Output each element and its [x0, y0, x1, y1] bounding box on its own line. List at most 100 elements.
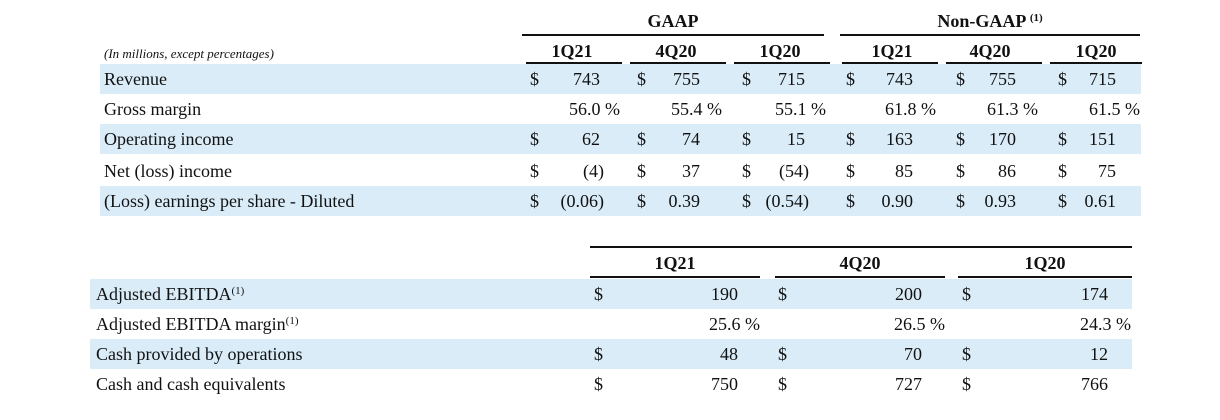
table-cell: 86	[998, 161, 1016, 181]
table-cell: 55.1 %	[775, 99, 826, 119]
currency-symbol: $	[778, 284, 787, 304]
currency-symbol: $	[594, 374, 603, 394]
period-rule	[842, 62, 938, 64]
group-header-non-gaap: Non-GAAP (1)	[937, 11, 1043, 31]
table-cell: 750	[711, 374, 738, 394]
group-rule-gaap	[522, 34, 824, 36]
currency-symbol: $	[962, 284, 971, 304]
table-cell: 56.0 %	[569, 99, 620, 119]
period-header: 1Q20	[1075, 41, 1117, 61]
table-cell: 190	[711, 284, 738, 304]
table-cell: 755	[989, 69, 1016, 89]
period-header: 1Q20	[1024, 253, 1066, 273]
currency-symbol: $	[594, 284, 603, 304]
currency-symbol: $	[846, 129, 855, 149]
table-cell: 74	[682, 129, 700, 149]
table-cell: 743	[886, 69, 913, 89]
period-rule	[734, 62, 830, 64]
table-cell: 715	[1089, 69, 1116, 89]
row-label-adjusted-ebitda-margin: Adjusted EBITDA margin(1)	[96, 314, 299, 334]
table-cell: 170	[989, 129, 1016, 149]
currency-symbol: $	[956, 129, 965, 149]
row-label-adjusted-ebitda: Adjusted EBITDA(1)	[96, 284, 245, 304]
currency-symbol: $	[778, 344, 787, 364]
currency-symbol: $	[956, 69, 965, 89]
table-cell: 0.93	[984, 191, 1017, 211]
period-header: 4Q20	[969, 41, 1011, 61]
table-cell: 85	[895, 161, 913, 181]
currency-symbol: $	[530, 129, 539, 149]
row-label-gross-margin: Gross margin	[104, 99, 202, 119]
row-label-cash-from-operations: Cash provided by operations	[96, 344, 303, 364]
currency-symbol: $	[637, 69, 646, 89]
period-rule	[946, 62, 1042, 64]
group-header-gaap: GAAP	[647, 11, 699, 31]
table-cell: 163	[886, 129, 913, 149]
period-header: 1Q21	[871, 41, 913, 61]
table-cell: 70	[904, 344, 922, 364]
period-rule	[958, 276, 1132, 278]
currency-symbol: $	[778, 374, 787, 394]
row-band-cash-from-operations	[90, 339, 1132, 369]
table-cell: 174	[1081, 284, 1108, 304]
row-band-adjusted-ebitda	[90, 279, 1132, 309]
period-rule	[526, 62, 622, 64]
row-label-net-income: Net (loss) income	[104, 161, 232, 181]
table-cell: (4)	[583, 161, 604, 181]
period-header: 1Q21	[654, 253, 696, 273]
table-cell: 55.4 %	[671, 99, 722, 119]
currency-symbol: $	[637, 161, 646, 181]
footnote-marker: (1)	[1029, 12, 1043, 24]
table-cell: (54)	[779, 161, 809, 181]
table-cell: 12	[1090, 344, 1108, 364]
table-cell: 200	[895, 284, 922, 304]
currency-symbol: $	[1058, 191, 1067, 211]
period-rule	[590, 276, 760, 278]
currency-symbol: $	[1058, 129, 1067, 149]
currency-symbol: $	[956, 161, 965, 181]
period-header: 1Q21	[551, 41, 593, 61]
currency-symbol: $	[742, 69, 751, 89]
table-cell: 26.5 %	[894, 314, 945, 334]
currency-symbol: $	[742, 129, 751, 149]
table-cell: 755	[673, 69, 700, 89]
row-band-revenue	[100, 64, 1141, 94]
table-cell: 25.6 %	[709, 314, 760, 334]
currency-symbol: $	[742, 161, 751, 181]
footnote-marker: (1)	[231, 285, 245, 297]
period-rule	[1050, 62, 1142, 64]
row-band-eps	[100, 186, 1141, 216]
table-cell: 37	[682, 161, 700, 181]
row-label-cash-equivalents: Cash and cash equivalents	[96, 374, 286, 394]
footnote-marker: (1)	[285, 315, 299, 327]
table-cell: 151	[1089, 129, 1116, 149]
table-caption: (In millions, except percentages)	[104, 46, 274, 61]
row-label-eps: (Loss) earnings per share - Diluted	[104, 191, 355, 211]
table-cell: 15	[787, 129, 805, 149]
row-label-revenue: Revenue	[104, 69, 167, 89]
currency-symbol: $	[846, 191, 855, 211]
period-rule	[775, 276, 945, 278]
table-cell: 715	[778, 69, 805, 89]
currency-symbol: $	[637, 129, 646, 149]
currency-symbol: $	[637, 191, 646, 211]
currency-symbol: $	[742, 191, 751, 211]
currency-symbol: $	[846, 161, 855, 181]
currency-symbol: $	[846, 69, 855, 89]
table-cell: 743	[573, 69, 600, 89]
currency-symbol: $	[594, 344, 603, 364]
currency-symbol: $	[530, 69, 539, 89]
row-label-operating-income: Operating income	[104, 129, 234, 149]
table-cell: 0.39	[668, 191, 701, 211]
table-cell: 61.3 %	[987, 99, 1038, 119]
currency-symbol: $	[962, 344, 971, 364]
table-top-rule	[590, 246, 1132, 248]
table-cell: 75	[1098, 161, 1116, 181]
table-cell: 24.3 %	[1080, 314, 1131, 334]
currency-symbol: $	[530, 161, 539, 181]
period-header: 4Q20	[839, 253, 881, 273]
period-rule	[630, 62, 726, 64]
table-cell: (0.54)	[765, 191, 810, 211]
table-cell: 48	[720, 344, 738, 364]
currency-symbol: $	[956, 191, 965, 211]
